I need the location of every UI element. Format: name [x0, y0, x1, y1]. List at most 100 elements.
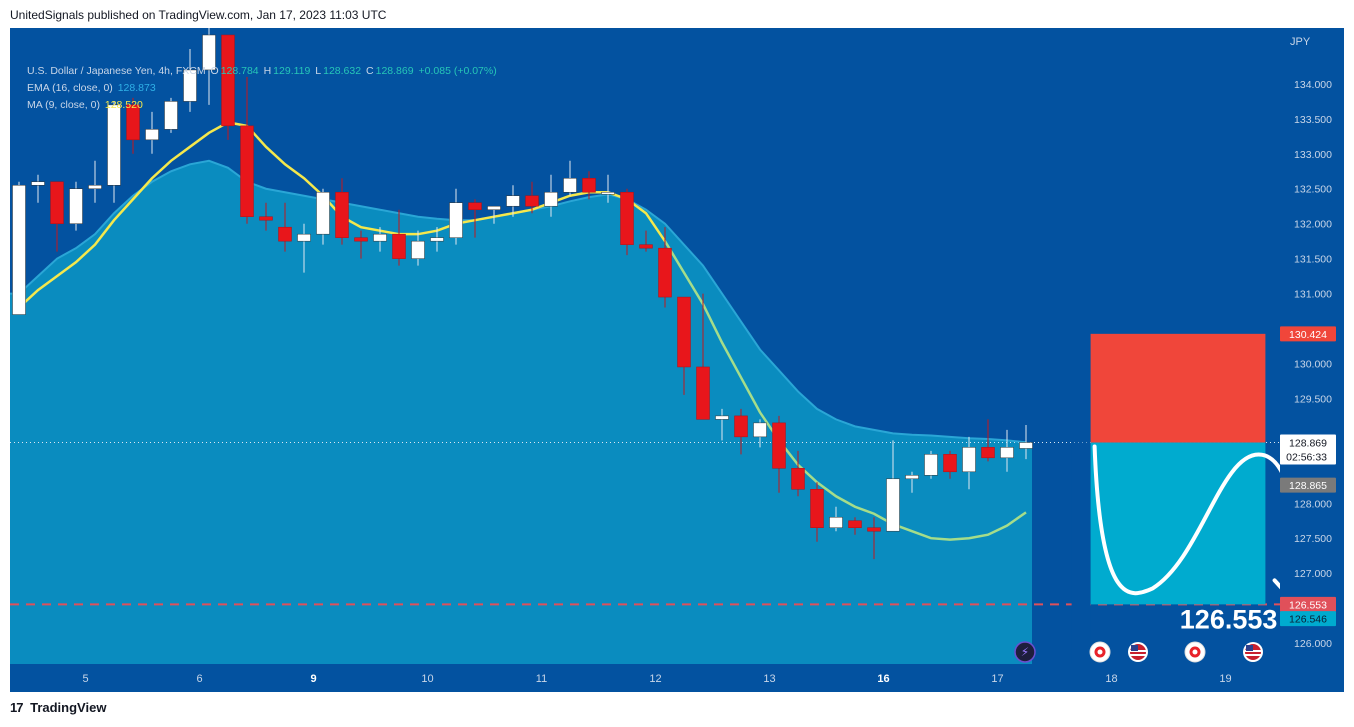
candle: [905, 475, 919, 480]
price-tick-label: 131.000: [1294, 289, 1332, 301]
candle: [487, 205, 501, 210]
candle: [772, 422, 786, 469]
price-tick-label: 130.000: [1294, 358, 1332, 370]
time-tick-label: 11: [536, 673, 547, 685]
time-tick-label: 12: [649, 673, 661, 685]
candle: [411, 240, 425, 259]
candle: [164, 101, 178, 130]
countdown-label: 02:56:33: [1286, 452, 1327, 464]
candle: [924, 454, 938, 476]
candles-layer: [12, 28, 1033, 560]
candle: [810, 489, 824, 528]
flag-canton-icon: [1131, 645, 1138, 651]
candle: [297, 233, 311, 242]
event-icons: ⚡: [1014, 641, 1263, 663]
candle: [563, 178, 577, 193]
candle: [639, 244, 653, 249]
candle: [107, 104, 121, 186]
ema-price-label: 128.865: [1289, 480, 1327, 492]
candle: [335, 191, 349, 238]
candle: [145, 129, 159, 141]
flag-stripe-icon: [1130, 654, 1146, 656]
legend-symbol: U.S. Dollar / Japanese Yen, 4h, FXCM: [27, 65, 206, 77]
candle: [449, 202, 463, 238]
time-tick-label: 6: [196, 673, 202, 685]
candlestick-chart[interactable]: 126.553 JPY 134.000 133.500 133.000 132.500 1…: [10, 28, 1344, 692]
time-tick-label: 17: [991, 673, 1003, 685]
candle: [943, 454, 957, 473]
time-tick-label: 19: [1219, 673, 1231, 685]
candle: [240, 125, 254, 217]
legend-high: 129.119: [273, 65, 311, 77]
candle: [734, 415, 748, 438]
price-tick-label: 132.500: [1294, 184, 1332, 196]
candle: [981, 447, 995, 459]
price-tick-label: 133.000: [1294, 149, 1332, 161]
legend-close-label: C: [366, 65, 374, 77]
chart-area[interactable]: 126.553 JPY 134.000 133.500 133.000 132.500 1…: [10, 28, 1344, 692]
legend-open-label: O: [210, 65, 219, 77]
candle: [1019, 442, 1033, 449]
ema-area-layer: [10, 160, 1032, 665]
legend-low-label: L: [315, 65, 322, 77]
target-low-price-label-bg: [1280, 611, 1336, 627]
target-price-text: 126.553: [1180, 604, 1278, 634]
candle: [373, 233, 387, 242]
candle: [1000, 447, 1014, 459]
trade-zone-layer: 126.553: [1071, 333, 1321, 664]
target-low-price-label: 126.546: [1289, 614, 1327, 626]
price-axis-bg: [1280, 28, 1344, 692]
candle: [696, 366, 710, 420]
price-labels: 130.424 128.869 02:56:33 128.865 126.553 126.…: [1280, 326, 1336, 627]
legend-ma-label: MA (9, close, 0): [27, 99, 100, 111]
legend-ema-label: EMA (16, close, 0): [27, 82, 113, 94]
last-price-label-bg: [1280, 434, 1336, 465]
time-axis-bg: [10, 664, 1280, 692]
legend-low: 128.632: [323, 65, 362, 77]
legend-ema-row[interactable]: EMA (16, close, 0) 128.873: [27, 80, 499, 97]
candle: [886, 478, 900, 532]
zone-gap: [1071, 442, 1091, 664]
candle: [468, 202, 482, 210]
time-tick-label: 18: [1105, 673, 1117, 685]
stop-price-label: 130.424: [1289, 329, 1327, 341]
price-tick-label: 127.000: [1294, 568, 1332, 580]
target-price-label-bg: [1280, 596, 1336, 612]
lightning-event-icon: [1014, 641, 1036, 663]
tradingview-footer[interactable]: 17 TradingView: [10, 700, 106, 715]
legend-symbol-row: U.S. Dollar / Japanese Yen, 4h, FXCM O 12…: [27, 63, 499, 80]
time-tick-label: 9: [310, 673, 316, 685]
candle: [791, 468, 805, 490]
target-price-label: 126.553: [1289, 599, 1327, 611]
candle: [962, 447, 976, 473]
reference-lines: [10, 442, 1280, 606]
legend-high-label: H: [263, 65, 272, 77]
candle: [430, 237, 444, 242]
price-tick-label: 129.500: [1294, 393, 1332, 405]
chart-legend: U.S. Dollar / Japanese Yen, 4h, FXCM O 12…: [27, 63, 499, 114]
stop-loss-zone: [1090, 333, 1266, 443]
candle: [69, 188, 83, 224]
lightning-glyph-icon: ⚡: [1021, 645, 1029, 659]
legend-ema-value: 128.873: [117, 82, 156, 94]
candle: [316, 191, 330, 235]
legend-close: 128.869: [375, 65, 414, 77]
candle: [392, 233, 406, 259]
flag-stripe-icon: [1245, 654, 1261, 656]
candle: [544, 191, 558, 207]
ema-price-label-bg: [1280, 477, 1336, 493]
legend-ma-row[interactable]: MA (9, close, 0) 128.520: [27, 97, 499, 114]
ma-line-late: [663, 240, 1027, 541]
candle: [753, 422, 767, 438]
ema-area-fill: [10, 160, 1032, 665]
price-axis: JPY 134.000 133.500 133.000 132.500 132.000 13…: [1280, 28, 1344, 692]
legend-ma-value: 128.520: [104, 99, 143, 111]
tradingview-logo-icon: 17: [10, 700, 24, 715]
candle: [259, 216, 273, 221]
stop-price-label-bg: [1280, 326, 1336, 342]
price-tick-label: 132.000: [1294, 219, 1332, 231]
candle: [88, 185, 102, 189]
candle: [848, 520, 862, 528]
time-tick-label: 16: [877, 673, 889, 685]
publisher-line: UnitedSignals published on TradingView.c…: [10, 8, 387, 22]
